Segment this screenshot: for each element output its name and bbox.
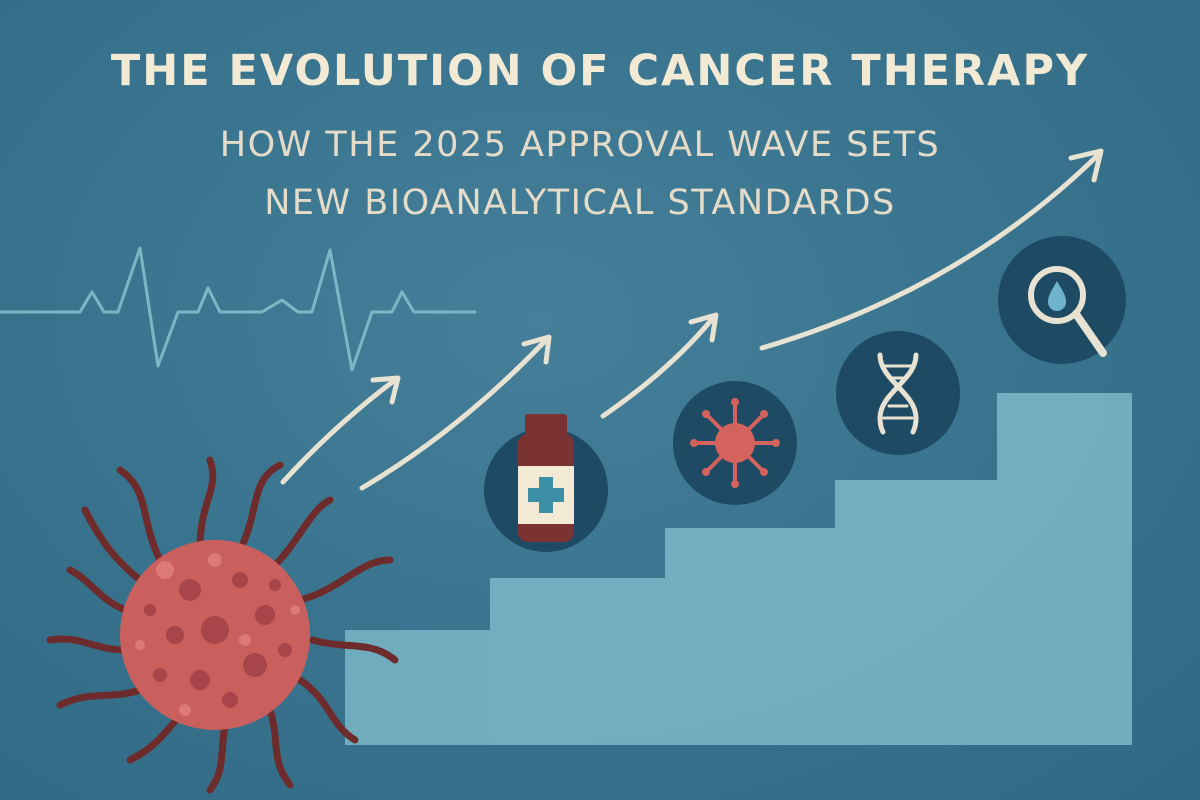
subtitle-line-2: NEW BIOANALYTICAL STANDARDS xyxy=(264,183,896,223)
subtitle-line-1: HOW THE 2025 APPROVAL WAVE SETS xyxy=(219,125,941,165)
step-bar-4 xyxy=(835,480,997,745)
dna-helix-icon xyxy=(836,331,960,455)
arrow-2 xyxy=(359,334,552,491)
medicine-bottle-icon xyxy=(484,414,608,552)
step-bar-3 xyxy=(665,528,835,745)
growth-arrows xyxy=(280,148,1104,491)
arrow-1 xyxy=(280,375,401,485)
step-bar-5 xyxy=(997,393,1132,745)
heartbeat-line-icon xyxy=(0,246,477,372)
magnifier-droplet-icon xyxy=(998,236,1126,364)
step-bars xyxy=(345,393,1132,745)
step-bar-2 xyxy=(490,578,665,745)
page-title: THE EVOLUTION OF CANCER THERAPY xyxy=(110,46,1090,96)
immune-cell-icon xyxy=(673,381,797,505)
arrow-4-long xyxy=(759,148,1104,351)
cancer-cell-icon xyxy=(46,456,399,794)
arrow-3 xyxy=(600,312,719,419)
